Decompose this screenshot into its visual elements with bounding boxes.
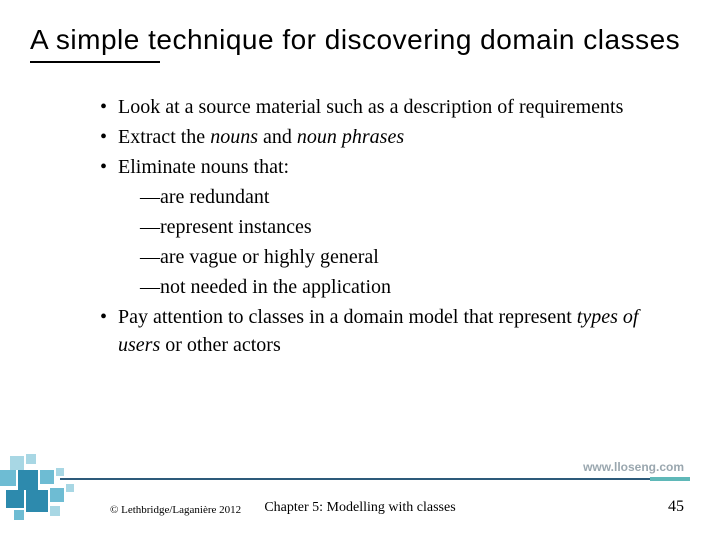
bullet-3: Eliminate nouns that: xyxy=(100,153,650,181)
footer-divider xyxy=(60,478,690,480)
chapter-label: Chapter 5: Modelling with classes xyxy=(0,500,720,516)
bullet-2-text-b: and xyxy=(258,126,297,148)
slide-title: A simple technique for discovering domai… xyxy=(30,22,690,57)
sub-1: —are redundant xyxy=(100,183,650,211)
bullet-2-italic-1: nouns xyxy=(210,126,258,148)
sub-3: —are vague or highly general xyxy=(100,243,650,271)
bullet-2-text-a: Extract the xyxy=(118,126,210,148)
website-url: www.lloseng.com xyxy=(579,460,688,474)
page-number: 45 xyxy=(668,498,684,516)
title-underline xyxy=(30,61,160,63)
bullet-4-text-b: or other actors xyxy=(160,334,281,356)
content-body: Look at a source material such as a desc… xyxy=(100,93,650,359)
bullet-2: Extract the nouns and noun phrases xyxy=(100,123,650,151)
sub-4: —not needed in the application xyxy=(100,273,650,301)
sub-2: —represent instances xyxy=(100,213,650,241)
bullet-1: Look at a source material such as a desc… xyxy=(100,93,650,121)
bullet-2-italic-2: noun phrases xyxy=(297,126,404,148)
bullet-4-text-a: Pay attention to classes in a domain mod… xyxy=(118,306,577,328)
bullet-4: Pay attention to classes in a domain mod… xyxy=(100,303,650,359)
slide: A simple technique for discovering domai… xyxy=(0,0,720,540)
